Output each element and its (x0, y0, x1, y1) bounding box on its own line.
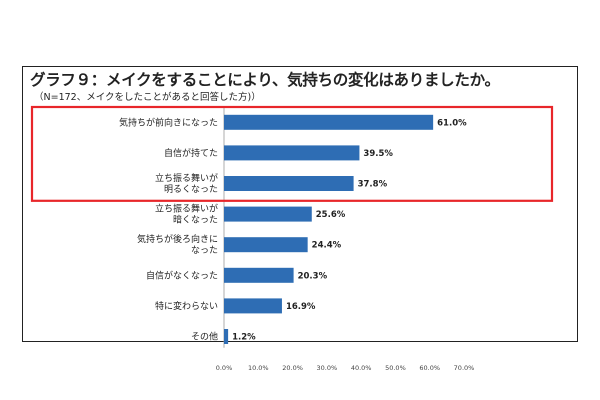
category-label: 気持ちが後ろ向きに (137, 233, 218, 245)
chart-title: グラフ９：メイクをすることにより、気持ちの変化はありましたか。 (30, 71, 500, 89)
x-tick-label: 50.0% (385, 364, 406, 372)
bar (224, 145, 360, 161)
x-tick-label: 20.0% (282, 364, 303, 372)
bar-value-label: 20.3% (298, 271, 328, 281)
category-label: 明るくなった (164, 184, 218, 195)
bar-value-label: 25.6% (316, 210, 346, 220)
category-label: 暗くなった (173, 214, 218, 226)
bar-value-label: 16.9% (286, 302, 316, 312)
x-tick-label: 10.0% (248, 364, 269, 372)
chart-frame (22, 66, 578, 342)
bar (224, 114, 434, 130)
category-label: 立ち振る舞いが (155, 203, 218, 215)
x-tick-label: 60.0% (419, 364, 440, 372)
category-label: その他 (191, 331, 218, 343)
highlight-box (30, 105, 554, 202)
bar-value-label: 1.2% (232, 333, 256, 343)
bar-value-label: 61.0% (437, 118, 467, 128)
bar (224, 298, 282, 314)
category-label: 特に変わらない (155, 300, 218, 312)
category-label: 気持ちが前向きになった (119, 116, 218, 128)
bar (224, 237, 308, 253)
x-tick-label: 40.0% (351, 364, 372, 372)
category-label: 立ち振る舞いが (155, 172, 218, 184)
category-label: 自信が持てた (164, 147, 218, 159)
category-label: なった (191, 245, 218, 256)
bar-value-label: 37.8% (358, 180, 388, 190)
x-tick-label: 70.0% (454, 364, 475, 372)
bar-value-label: 39.5% (363, 149, 393, 159)
bar (224, 206, 312, 222)
bar (224, 329, 229, 344)
category-label: 自信がなくなった (146, 269, 218, 281)
chart-subtitle: （N=172、メイクをしたことがあると回答した方)） (34, 92, 261, 103)
bar (224, 267, 294, 283)
x-tick-label: 0.0% (216, 364, 233, 372)
bar-value-label: 24.4% (312, 241, 342, 251)
x-tick-label: 30.0% (317, 364, 338, 372)
bar (224, 176, 354, 191)
